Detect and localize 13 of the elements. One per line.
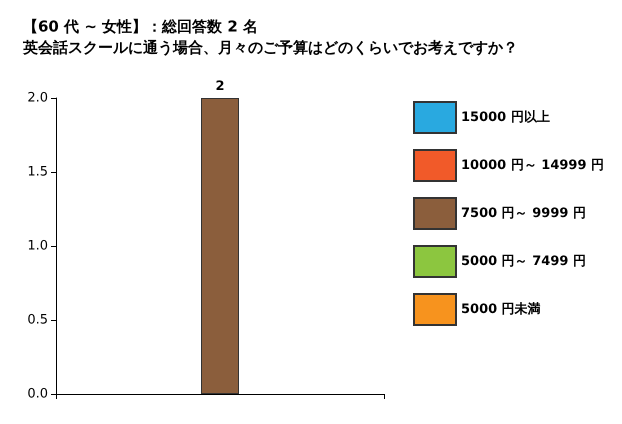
legend-label: 5000 円～ 7499 円: [461, 254, 586, 269]
y-tick-label: 0.0: [27, 386, 48, 402]
y-tick-label: 1.0: [27, 238, 48, 254]
y-tick-label: 2.0: [27, 90, 48, 106]
legend-label: 5000 円未満: [461, 302, 541, 317]
legend-label: 7500 円～ 9999 円: [461, 206, 586, 221]
legend-label: 15000 円以上: [461, 110, 550, 125]
data-label: 2: [215, 79, 225, 94]
legend-label: 10000 円～ 14999 円: [461, 158, 604, 173]
chart-title: 【60 代 ~ 女性】：総回答数 2 名: [23, 18, 258, 36]
y-tick-label: 1.5: [27, 164, 48, 180]
chart-subtitle: 英会話スクールに通う場合、月々のご予算はどのくらいでお考えですか？: [22, 38, 518, 56]
y-tick-label: 0.5: [27, 312, 48, 328]
